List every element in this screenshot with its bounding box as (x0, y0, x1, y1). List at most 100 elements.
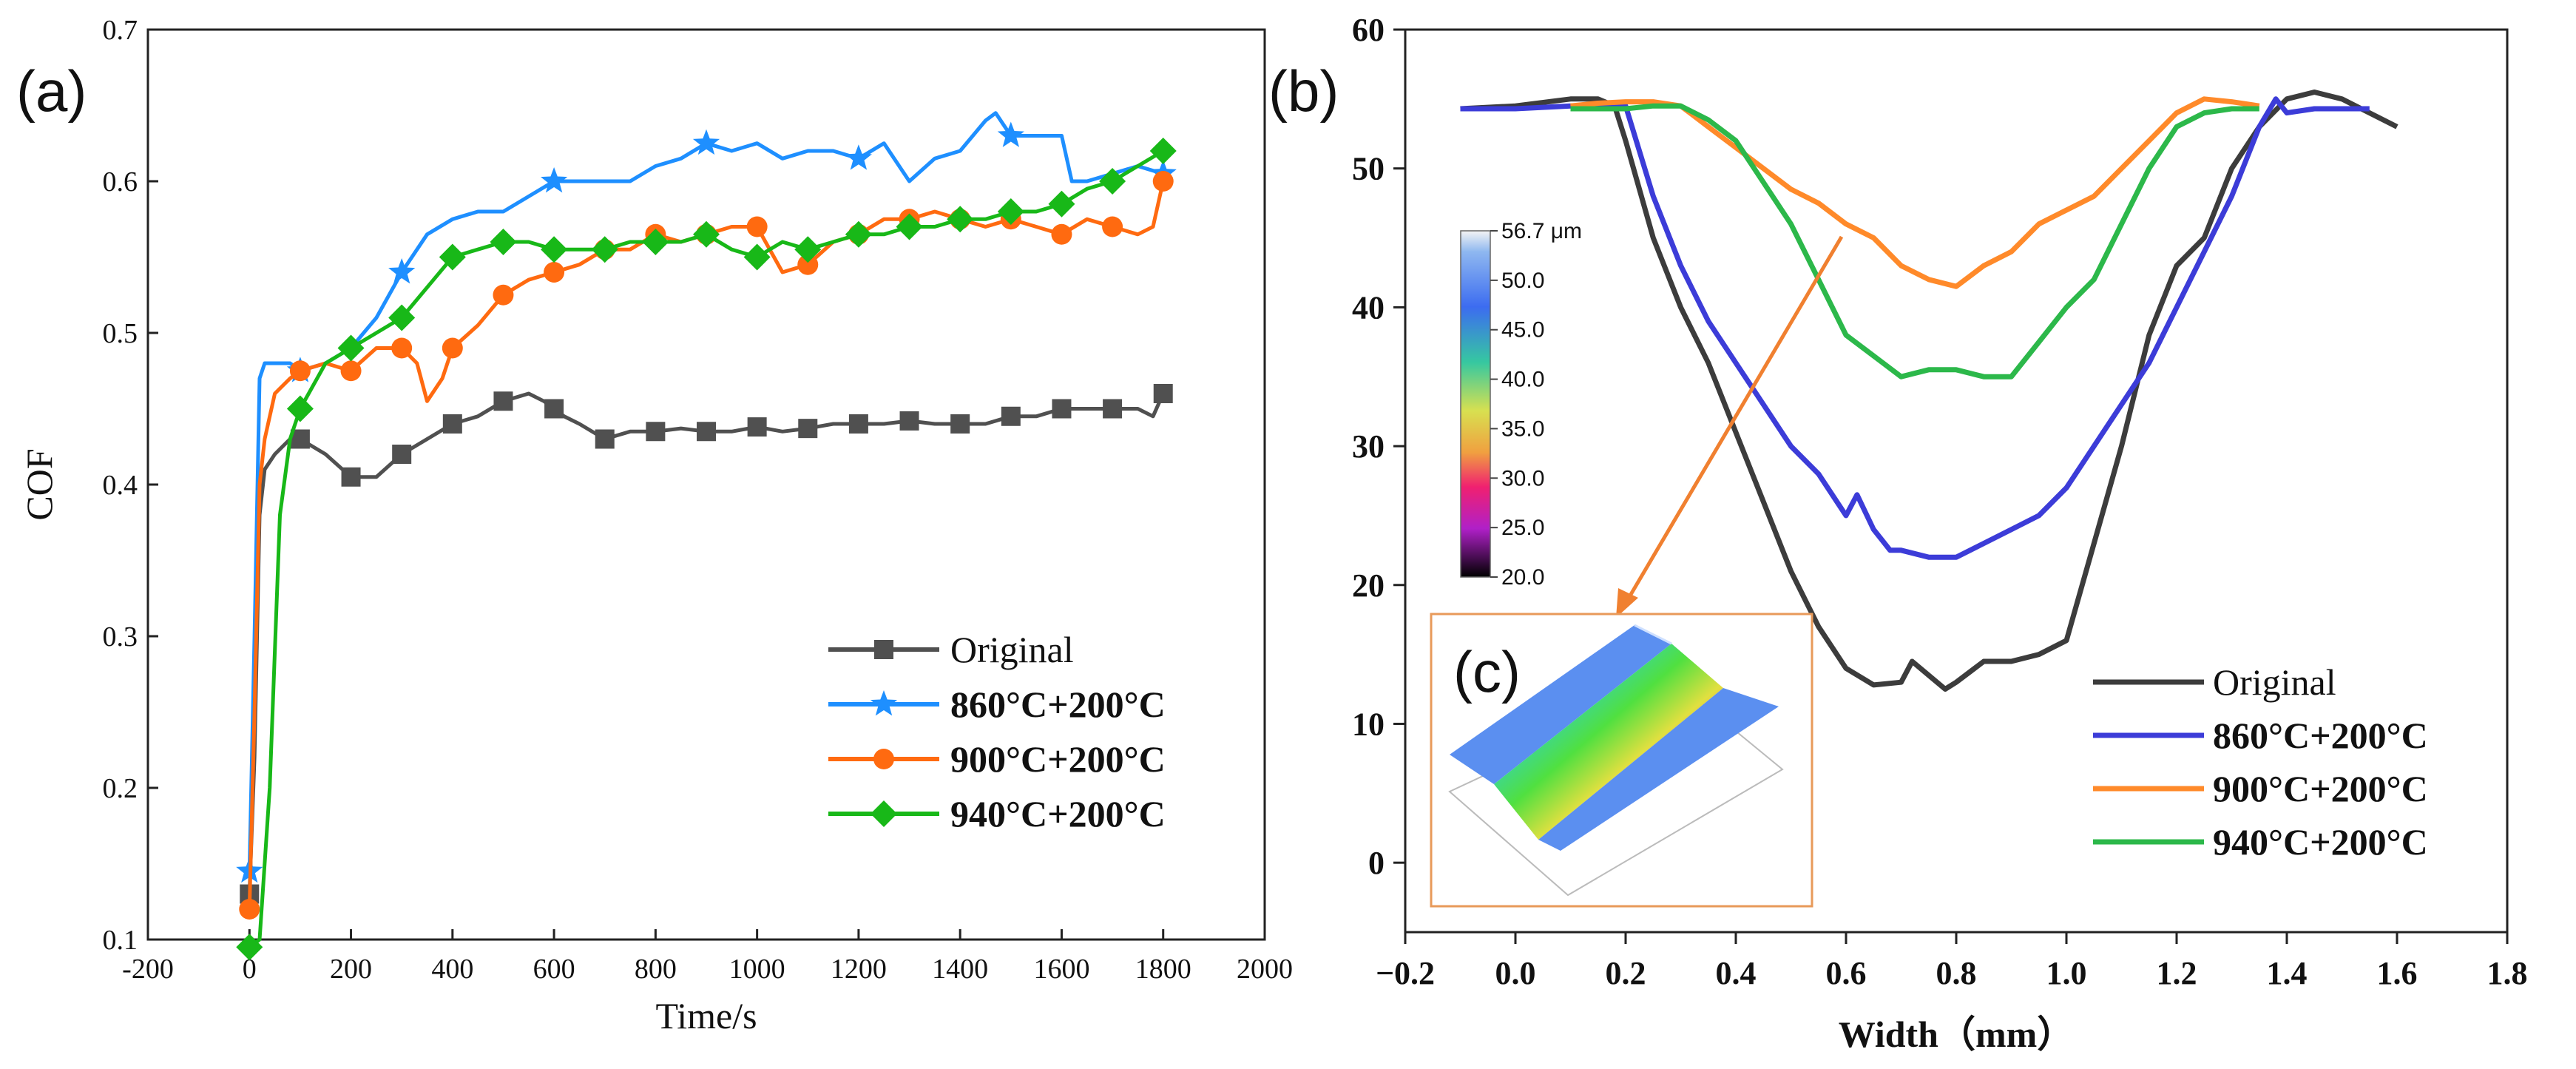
series-marker-a (439, 243, 466, 271)
series-marker-a (289, 360, 311, 382)
panel-b: −0.2 0.0 0.2 0.4 0.6 0.8 1.0 1.2 1.4 1.6 1.8 0 10 20 3… (1268, 12, 2528, 1055)
series-group-a (236, 111, 1177, 961)
series-marker-a (896, 213, 923, 240)
y-tick-label-b: 60 (1352, 12, 1385, 48)
series-marker-a (493, 284, 514, 306)
series-marker-a (1052, 399, 1072, 419)
series-marker-a (646, 422, 666, 442)
panel-label-a: (a) (16, 58, 87, 124)
legend-marker-a (873, 749, 894, 769)
axis-tick-labels-a: -200 0 200 400 600 800 1000 1200 1400 1600 1800 200… (103, 15, 1294, 985)
series-marker-a (442, 414, 462, 434)
series-marker-a (845, 220, 872, 248)
inset-arrow-head (1616, 588, 1638, 618)
series-marker-a (391, 337, 413, 359)
legend-label-a: 900°C+200°C (950, 738, 1166, 780)
panel-a: -200 0 200 400 600 800 1000 1200 1400 1600 1800 200… (16, 15, 1293, 1036)
series-marker-a (950, 414, 970, 434)
series-marker-a (997, 121, 1024, 147)
inset-3d-surface (1448, 624, 1784, 897)
series-marker-a (743, 243, 771, 271)
series-line-b-2 (1570, 96, 2260, 289)
series-marker-a (286, 395, 314, 422)
y-axis-title-a: COF (18, 448, 60, 520)
series-marker-a (591, 236, 618, 263)
series-marker-a (797, 254, 819, 275)
x-tick-label-b: 0.0 (1495, 955, 1536, 991)
legend-label-a: 860°C+200°C (950, 684, 1166, 725)
series-marker-a (746, 216, 768, 237)
colorbar-label: 50.0 (1501, 269, 1544, 293)
series-line-b-3 (1570, 103, 2259, 380)
x-tick-label-a: -200 (122, 954, 174, 985)
series-group-b (1460, 90, 2398, 692)
series-marker-a (544, 399, 564, 419)
inset-arrow (1625, 235, 1844, 602)
x-tick-label-a: 1200 (831, 954, 887, 985)
inset-left-shelf (1450, 625, 1671, 784)
colorbar-labels: 56.7 μm 50.0 45.0 40.0 35.0 30.0 25.0 20.0 (1490, 219, 1582, 590)
x-tick-label-b: 1.8 (2487, 955, 2528, 991)
series-marker-a (845, 144, 872, 170)
y-tick-label-b: 30 (1352, 428, 1385, 465)
series-marker-a (899, 411, 919, 431)
x-tick-label-a: 1600 (1033, 954, 1089, 985)
series-marker-a (388, 258, 416, 284)
x-tick-label-a: 200 (330, 954, 372, 985)
series-marker-a (798, 419, 818, 439)
x-tick-label-a: 400 (431, 954, 473, 985)
axis-ticks-b (1393, 28, 2509, 944)
x-tick-label-b: 1.4 (2267, 955, 2308, 991)
series-marker-a (544, 262, 565, 283)
series-marker-a (1103, 399, 1123, 419)
series-marker-a (541, 167, 568, 193)
y-tick-label-b: 40 (1352, 289, 1385, 326)
series-marker-a (1099, 168, 1126, 195)
series-marker-a (236, 934, 263, 961)
x-tick-label-b: 0.2 (1606, 955, 1646, 991)
series-marker-a (388, 304, 416, 331)
legend-marker-a (871, 800, 897, 827)
panel-label-c: (c) (1453, 639, 1521, 704)
series-marker-a (1152, 171, 1174, 192)
series-marker-a (595, 429, 615, 449)
series-marker-a (340, 360, 362, 382)
y-tick-label-a: 0.6 (103, 166, 138, 198)
y-tick-label-a: 0.4 (103, 470, 138, 501)
series-a-3 (236, 138, 1177, 961)
x-tick-label-a: 600 (533, 954, 575, 985)
series-a-0 (240, 384, 1173, 904)
y-tick-label-b: 10 (1352, 706, 1385, 742)
series-marker-a (947, 206, 974, 233)
series-marker-a (442, 337, 463, 359)
legend-label-a: Original (950, 629, 1074, 670)
inset-ridge (1634, 624, 1672, 645)
legend-label-b: 860°C+200°C (2213, 715, 2428, 756)
series-marker-a (341, 467, 361, 487)
series-marker-a (1153, 384, 1173, 403)
inset-c: (c) (1430, 613, 1813, 908)
series-marker-a (239, 899, 260, 920)
x-tick-label-b: 1.2 (2157, 955, 2197, 991)
series-marker-a (747, 417, 767, 437)
series-marker-a (1001, 406, 1021, 426)
x-tick-label-a: 0 (243, 954, 257, 985)
y-tick-label-a: 0.7 (103, 15, 138, 46)
colorbar-label: 56.7 μm (1501, 219, 1582, 243)
series-marker-a (490, 229, 517, 255)
series-marker-a (697, 422, 716, 442)
x-tick-label-b: −0.2 (1376, 955, 1435, 991)
y-tick-label-b: 20 (1352, 567, 1385, 604)
colorbar-label: 30.0 (1501, 466, 1544, 490)
x-tick-label-b: 0.6 (1826, 955, 1867, 991)
y-tick-label-a: 0.5 (103, 318, 138, 349)
inset-groove (1494, 644, 1723, 840)
series-marker-a (1048, 190, 1075, 217)
legend-marker-a (870, 690, 898, 716)
colorbar-label: 35.0 (1501, 417, 1544, 441)
x-tick-label-a: 800 (635, 954, 677, 985)
series-marker-a (794, 236, 822, 263)
series-marker-a (693, 220, 720, 248)
inset-right-shelf (1538, 688, 1779, 851)
